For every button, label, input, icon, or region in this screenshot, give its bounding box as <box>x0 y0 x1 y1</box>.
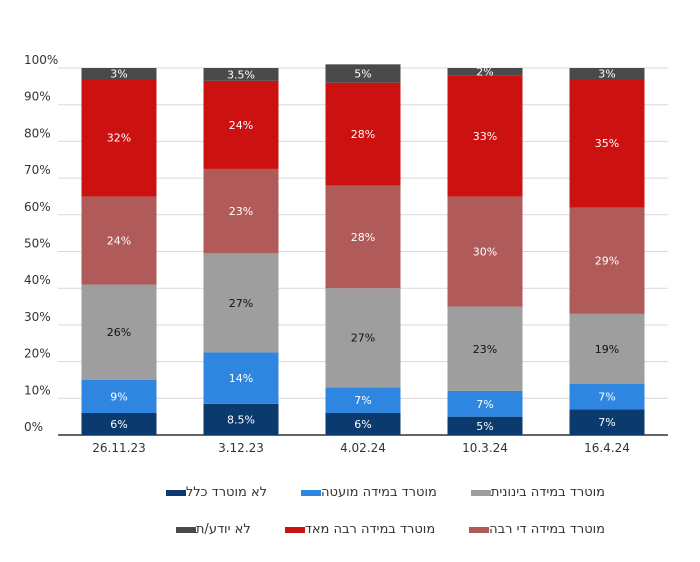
legend-item: לא מוטרד כלל <box>158 485 267 500</box>
bar-segment <box>325 387 401 413</box>
legend-row-1: לא מוטרד כלל מוטרד במידה מועטה מוטרד במידה… <box>132 485 605 500</box>
bar-segment <box>569 207 645 314</box>
bar-segment <box>569 68 645 80</box>
bar-segment <box>81 412 157 435</box>
data-label: 6% <box>110 418 127 431</box>
bar-segment <box>81 79 157 197</box>
data-label: 7% <box>476 398 493 411</box>
legend-swatch <box>175 526 196 533</box>
data-label: 27% <box>351 332 375 345</box>
bar-segment <box>325 64 401 83</box>
x-tick-label: 26.11.23 <box>92 441 145 455</box>
data-label: 30% <box>473 246 497 259</box>
legend-label: מוטרד במידה רבה מאד <box>304 522 436 537</box>
bar-segment <box>569 79 645 208</box>
legend-item: מוטרד במידה בינונית <box>463 485 605 500</box>
legend-row-2: לא יודע/ת מוטרד במידה רבה מאד מוטרד במידה … <box>142 522 605 537</box>
bar-segment <box>569 409 645 435</box>
bar-segment <box>569 313 645 384</box>
y-tick-label: 100% <box>24 53 58 67</box>
bar-segment <box>325 412 401 435</box>
data-label: 32% <box>107 132 131 145</box>
x-tick-label: 3.12.23 <box>218 441 264 455</box>
data-label: 5% <box>476 420 493 433</box>
bar-segment <box>447 75 523 197</box>
data-label: 3% <box>110 68 127 81</box>
bar-segment <box>447 416 523 435</box>
data-label: 23% <box>473 343 497 356</box>
y-tick-label: 20% <box>24 347 51 361</box>
bar-segment <box>203 80 279 169</box>
data-label: 28% <box>351 231 375 244</box>
bar-segment <box>447 306 523 391</box>
legend-swatch <box>470 489 491 496</box>
bar-segment <box>203 403 279 435</box>
data-label: 7% <box>598 416 615 429</box>
legend-label: מוטרד במידה מועטה <box>321 485 437 500</box>
y-tick-label: 50% <box>24 237 51 251</box>
bar-segment <box>325 288 401 388</box>
data-label: 35% <box>595 137 619 150</box>
data-label: 27% <box>229 297 253 310</box>
legend-item: מוטרד במידה די רבה <box>461 522 605 537</box>
legend-label: לא יודע/ת <box>195 522 251 537</box>
legend-item: לא יודע/ת <box>168 522 251 537</box>
y-tick-label: 70% <box>24 163 51 177</box>
bar-segment <box>81 196 157 285</box>
data-label: 28% <box>351 128 375 141</box>
data-label: 26% <box>107 326 131 339</box>
bar-segment <box>203 68 279 81</box>
data-label: 7% <box>598 390 615 403</box>
bar-segment <box>447 196 523 307</box>
y-tick-label: 80% <box>24 126 51 140</box>
legend-label: לא מוטרד כלל <box>185 485 268 500</box>
data-label: 6% <box>354 418 371 431</box>
data-label: 3% <box>598 68 615 81</box>
bar-segment <box>203 168 279 254</box>
legend-item: מוטרד במידה רבה מאד <box>277 522 435 537</box>
bar-segment <box>81 284 157 380</box>
data-label: 5% <box>354 68 371 81</box>
legend-swatch <box>469 526 490 533</box>
legend-item: מוטרד במידה מועטה <box>293 485 437 500</box>
data-label: 24% <box>107 234 131 247</box>
legend-swatch <box>301 489 322 496</box>
legend-label: מוטרד במידה בינונית <box>490 485 605 500</box>
x-tick-label: 16.4.24 <box>584 441 630 455</box>
data-label: 3.5% <box>227 68 255 81</box>
legend-swatch <box>165 489 186 496</box>
data-label: 14% <box>229 372 253 385</box>
bar-segment <box>203 352 279 404</box>
data-label: 8.5% <box>227 413 255 426</box>
data-label: 9% <box>110 390 127 403</box>
bar-segment <box>447 390 523 417</box>
bar-segment <box>81 68 157 80</box>
y-tick-label: 10% <box>24 383 51 397</box>
y-tick-label: 0% <box>24 420 43 434</box>
bar-segment <box>569 383 645 410</box>
data-label: 24% <box>229 119 253 132</box>
bar-segment <box>325 185 401 289</box>
data-label: 19% <box>595 343 619 356</box>
data-label: 23% <box>229 205 253 218</box>
legend-swatch <box>284 526 305 533</box>
bar-segment <box>325 82 401 186</box>
y-tick-label: 90% <box>24 90 51 104</box>
bar-segment <box>81 379 157 413</box>
data-label: 33% <box>473 130 497 143</box>
legend-label: מוטרד במידה די רבה <box>489 522 605 537</box>
bar-segment <box>203 253 279 353</box>
y-tick-label: 40% <box>24 273 51 287</box>
data-label: 2% <box>476 66 493 79</box>
x-tick-label: 4.02.24 <box>340 441 386 455</box>
bar-segment <box>447 68 523 76</box>
data-label: 29% <box>595 255 619 268</box>
y-tick-label: 60% <box>24 200 51 214</box>
y-tick-label: 30% <box>24 310 51 324</box>
x-tick-label: 10.3.24 <box>462 441 508 455</box>
data-label: 7% <box>354 394 371 407</box>
